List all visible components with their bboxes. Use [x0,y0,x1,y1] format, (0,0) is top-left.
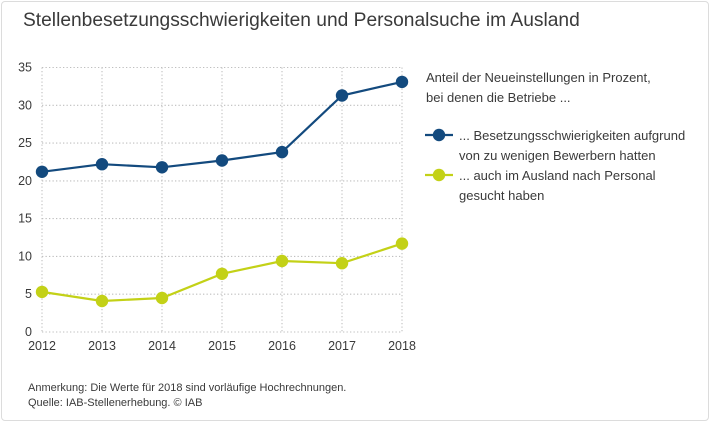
svg-text:2013: 2013 [88,339,116,353]
svg-text:Anteil der Neueinstellungen in: Anteil der Neueinstellungen in Prozent, [426,70,651,85]
svg-text:30: 30 [18,98,32,112]
svg-text:... auch im Ausland nach Perso: ... auch im Ausland nach Personal [459,168,656,183]
svg-text:5: 5 [25,287,32,301]
svg-text:0: 0 [25,325,32,339]
svg-text:2014: 2014 [148,339,176,353]
svg-text:25: 25 [18,136,32,150]
svg-text:2017: 2017 [328,339,356,353]
svg-text:bei denen die Betriebe ...: bei denen die Betriebe ... [426,90,571,105]
svg-text:2016: 2016 [268,339,296,353]
svg-text:2015: 2015 [208,339,236,353]
svg-text:35: 35 [18,61,32,75]
svg-text:2012: 2012 [28,339,56,353]
svg-text:2018: 2018 [388,339,416,353]
svg-text:... Besetzungsschwierigkeiten: ... Besetzungsschwierigkeiten aufgrund [459,128,685,143]
svg-text:20: 20 [18,174,32,188]
svg-text:von zu wenigen Bewerbern hatte: von zu wenigen Bewerbern hatten [459,148,656,163]
svg-text:15: 15 [18,212,32,226]
svg-text:10: 10 [18,249,32,263]
svg-text:gesucht haben: gesucht haben [459,188,544,203]
